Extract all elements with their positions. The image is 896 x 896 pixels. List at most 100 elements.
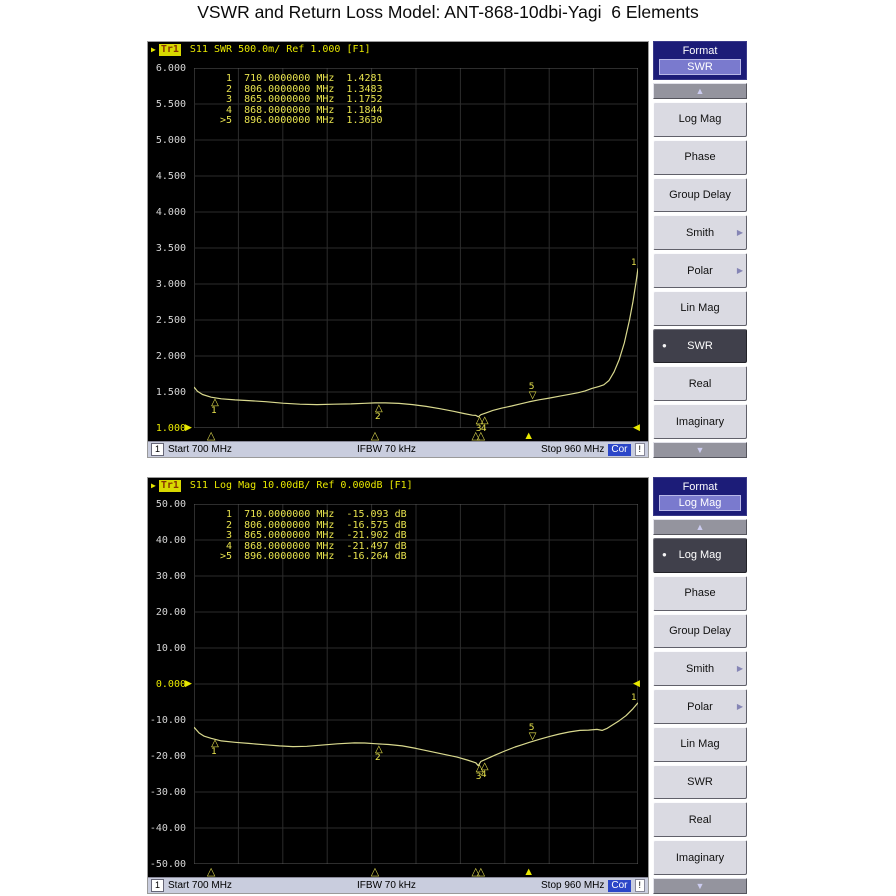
- axis-marker-icon: △: [206, 430, 216, 442]
- trace-arrow-icon: ▶: [151, 480, 156, 490]
- menu-header: Format Log Mag: [653, 477, 747, 516]
- marker-table: 1 710.0000000 MHz 1.4281 2 806.0000000 M…: [220, 73, 383, 127]
- softkey-smith[interactable]: Smith ▶: [653, 651, 747, 687]
- alert-badge: !: [634, 443, 646, 456]
- softkey-log-mag[interactable]: ● Log Mag: [653, 538, 747, 573]
- axis-marker-active-icon: ▲: [523, 430, 535, 442]
- status-bar: 1 Start 700 MHz IFBW 70 kHz Stop 960 MHz…: [148, 877, 648, 893]
- softkey-smith[interactable]: Smith ▶: [653, 215, 747, 251]
- menu-scroll-down-button[interactable]: ▼: [653, 878, 747, 895]
- chevron-down-icon: ▼: [695, 445, 705, 456]
- softkey-label: SWR: [687, 340, 713, 353]
- softkey-real[interactable]: Real: [653, 802, 747, 838]
- y-axis-labels: 50.00 40.00 30.00 20.00 10.00 0.000 -10.00 -20.…: [148, 499, 190, 870]
- correction-badge: Cor: [608, 879, 631, 892]
- y-tick-label: -50.00: [149, 859, 186, 870]
- measurement-trace: [194, 702, 638, 767]
- marker-table-row: 2 806.0000000 MHz 1.3483: [220, 83, 383, 95]
- softkey-lin-mag[interactable]: Lin Mag: [653, 726, 747, 762]
- trace-chip: Tr1: [158, 479, 181, 492]
- menu-scroll-up-button[interactable]: ▲: [653, 83, 747, 99]
- marker-table-row: 4 868.0000000 MHz 1.1844: [220, 104, 383, 116]
- softkey-menu: Format Log Mag ▲ ● Log Mag Phase Group Dela…: [653, 477, 747, 895]
- axis-marker-icon: △: [476, 866, 486, 878]
- trace-title: S11 Log Mag 10.00dB/ Ref 0.000dB [F1]: [183, 479, 413, 491]
- channel-index: 1: [151, 879, 165, 892]
- axis-marker-icon: △: [370, 430, 380, 442]
- softkey-label: Polar: [687, 700, 713, 713]
- axis-marker-icon: △: [206, 866, 216, 878]
- stimulus-axis: △ △ △ △ ▲: [194, 866, 638, 879]
- softkey-swr[interactable]: SWR: [653, 764, 747, 800]
- y-tick-label: 3.500: [155, 243, 186, 254]
- marker-table-row: 2 806.0000000 MHz -16.575 dB: [220, 519, 407, 531]
- ifbw-label: IFBW 70 kHz: [357, 880, 416, 891]
- softkey-label: Real: [688, 813, 712, 826]
- trace-header: ▶ Tr1 S11 Log Mag 10.00dB/ Ref 0.000dB […: [151, 479, 413, 492]
- y-tick-label: 1.000: [155, 423, 186, 434]
- softkey-polar[interactable]: Polar ▶: [653, 689, 747, 724]
- reference-level-arrow-left-icon: ▶: [185, 422, 192, 432]
- vna-screen: ▶ Tr1 S11 Log Mag 10.00dB/ Ref 0.000dB […: [147, 477, 649, 894]
- marker-table-row: >5 896.0000000 MHz -16.264 dB: [220, 551, 407, 562]
- reference-level-arrow-left-icon: ▶: [185, 678, 192, 688]
- menu-header: Format SWR: [653, 41, 747, 80]
- ifbw-label: IFBW 70 kHz: [357, 444, 416, 455]
- trace-chip: Tr1: [158, 43, 181, 56]
- menu-title: Format: [682, 481, 718, 493]
- softkey-label: Phase: [684, 587, 716, 600]
- softkey-group-delay[interactable]: Group Delay: [653, 613, 747, 649]
- softkey-phase[interactable]: Phase: [653, 139, 747, 175]
- softkey-lin-mag[interactable]: Lin Mag: [653, 290, 747, 326]
- softkey-label: Phase: [684, 151, 716, 164]
- marker-table-row: 3 865.0000000 MHz 1.1752: [220, 94, 383, 105]
- alert-badge: !: [634, 879, 646, 892]
- menu-scroll-down-button[interactable]: ▼: [653, 442, 747, 459]
- y-tick-label: 4.500: [155, 171, 186, 182]
- menu-scroll-up-button[interactable]: ▲: [653, 519, 747, 535]
- trace-title: S11 SWR 500.0m/ Ref 1.000 [F1]: [183, 43, 371, 55]
- softkey-imaginary[interactable]: Imaginary: [653, 404, 747, 440]
- grid-and-trace: [194, 504, 638, 864]
- y-tick-label: 0.000: [155, 679, 186, 690]
- marker-table: 1 710.0000000 MHz -15.093 dB 2 806.00000…: [220, 509, 407, 563]
- menu-current-value: Log Mag: [659, 495, 741, 511]
- stimulus-axis: △ △ △ △ ▲: [194, 430, 638, 443]
- softkey-group-delay[interactable]: Group Delay: [653, 177, 747, 213]
- marker-table-row: 1 710.0000000 MHz -15.093 dB: [220, 509, 407, 520]
- start-frequency: Start 700 MHz: [168, 880, 232, 891]
- stop-frequency: Stop 960 MHz: [541, 444, 605, 455]
- grid-and-trace: [194, 68, 638, 428]
- softkey-log-mag[interactable]: Log Mag: [653, 102, 747, 137]
- softkey-imaginary[interactable]: Imaginary: [653, 840, 747, 876]
- marker-table-row: >5 896.0000000 MHz 1.3630: [220, 115, 383, 126]
- stop-frequency: Stop 960 MHz: [541, 880, 605, 891]
- y-tick-label: 2.500: [155, 315, 186, 326]
- y-tick-label: 30.00: [155, 571, 186, 582]
- menu-title: Format: [682, 45, 718, 57]
- softkey-label: Smith: [685, 662, 715, 675]
- submenu-arrow-icon: ▶: [736, 702, 743, 712]
- y-tick-label: -20.00: [149, 751, 186, 762]
- axis-marker-icon: △: [471, 430, 480, 442]
- softkey-label: Group Delay: [669, 624, 731, 637]
- softkey-phase[interactable]: Phase: [653, 575, 747, 611]
- start-frequency: Start 700 MHz: [168, 444, 232, 455]
- chevron-up-icon: ▲: [695, 522, 705, 532]
- menu-current-value: SWR: [659, 59, 741, 75]
- page-title: VSWR and Return Loss Model: ANT-868-10db…: [197, 2, 699, 22]
- correction-badge: Cor: [608, 443, 631, 456]
- selected-dot-icon: ●: [662, 341, 667, 351]
- softkey-label: SWR: [687, 776, 713, 789]
- softkey-swr[interactable]: ● SWR: [653, 328, 747, 364]
- axis-marker-icon: △: [471, 866, 480, 878]
- y-tick-label: -40.00: [149, 823, 186, 834]
- trace-arrow-icon: ▶: [151, 44, 156, 54]
- softkey-real[interactable]: Real: [653, 366, 747, 402]
- axis-marker-icon: △: [370, 866, 380, 878]
- softkey-polar[interactable]: Polar ▶: [653, 253, 747, 288]
- measurement-trace: [194, 268, 638, 418]
- y-axis-labels: 6.000 5.500 5.000 4.500 4.000 3.500 3.000 2.500…: [148, 63, 190, 434]
- y-tick-label: 40.00: [155, 535, 186, 546]
- submenu-arrow-icon: ▶: [736, 664, 743, 674]
